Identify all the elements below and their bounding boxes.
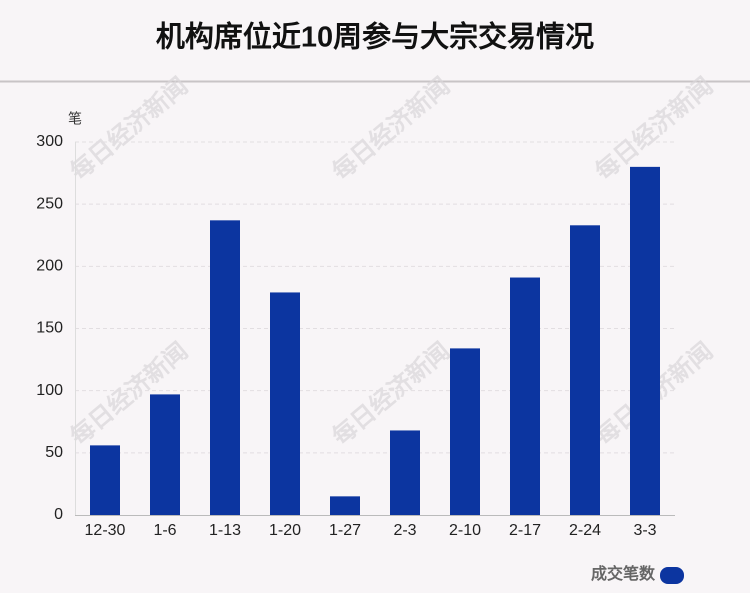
- x-tick-label: 2-17: [509, 522, 541, 539]
- bar: [630, 166, 660, 515]
- bar: [390, 430, 420, 515]
- legend-swatch: [660, 567, 684, 584]
- bar: [330, 496, 360, 515]
- bar: [90, 445, 120, 515]
- y-tick-label: 250: [36, 195, 63, 212]
- bar: [210, 220, 240, 515]
- x-tick-label: 3-3: [633, 522, 656, 539]
- chart-title: 机构席位近10周参与大宗交易情况: [156, 20, 594, 54]
- y-tick-label: 200: [36, 258, 63, 275]
- bar: [570, 225, 600, 515]
- x-tick-label: 1-20: [269, 522, 301, 539]
- bar: [450, 348, 480, 515]
- x-tick-label: 2-24: [569, 522, 601, 539]
- legend-label: 成交笔数: [591, 564, 656, 583]
- x-tick-label: 12-30: [85, 522, 126, 539]
- y-tick-label: 150: [36, 320, 63, 337]
- bar: [510, 277, 540, 515]
- y-tick-label: 300: [36, 133, 63, 150]
- x-tick-label: 1-27: [329, 522, 361, 539]
- y-tick-label: 0: [54, 506, 63, 523]
- y-unit: 笔: [68, 111, 82, 127]
- x-tick-label: 1-6: [153, 522, 176, 539]
- y-tick-label: 50: [45, 444, 63, 461]
- bar: [150, 394, 180, 515]
- bar: [270, 292, 300, 515]
- x-tick-label: 2-10: [449, 522, 481, 539]
- x-tick-label: 2-3: [393, 522, 416, 539]
- y-tick-label: 100: [36, 382, 63, 399]
- x-tick-label: 1-13: [209, 522, 241, 539]
